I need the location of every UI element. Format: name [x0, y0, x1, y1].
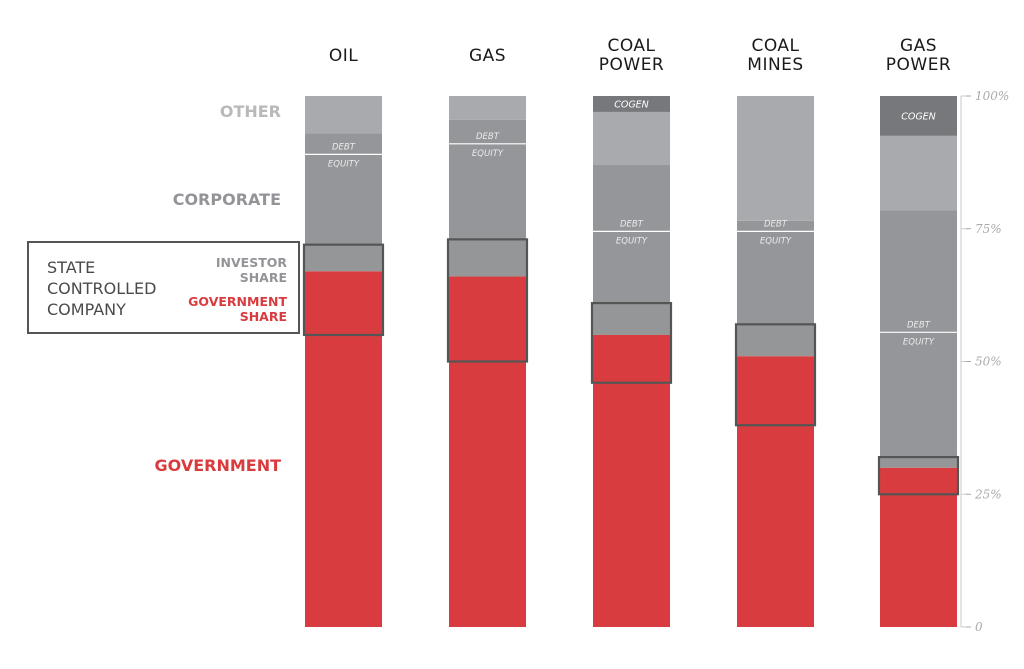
bar-coal-power-other	[593, 111, 670, 166]
scc-line-3: COMPANY	[47, 300, 126, 319]
bar-oil-sc_investor	[305, 244, 382, 272]
bar-coal-mines-corporate	[737, 220, 814, 325]
state-box-layer	[302, 238, 960, 496]
state-controlled-legend-box	[27, 241, 300, 334]
bar-gas-power-government	[880, 467, 957, 627]
column-header-coal-mines-line-1: COAL	[751, 36, 799, 56]
bar-gas-power-corporate	[880, 210, 957, 458]
bar-gas-power-other	[880, 135, 957, 211]
equity-label-gas: EQUITY	[472, 149, 504, 159]
band-legend: OTHER CORPORATE GOVERNMENT STATE CONTROL…	[27, 102, 300, 475]
equity-label-oil: EQUITY	[328, 159, 360, 169]
scc-line-2: CONTROLLED	[47, 279, 156, 298]
debt-label-coal-power: DEBT	[620, 219, 644, 229]
equity-label-coal-power: EQUITY	[616, 236, 648, 246]
bar-coal-power-cogen	[593, 96, 670, 112]
bar-gas-government	[449, 276, 526, 627]
y-tick-label: 75%	[975, 222, 1002, 236]
bar-coal-power-corporate	[593, 165, 670, 304]
bar-oil-corporate	[305, 133, 382, 245]
bar-oil-other	[305, 96, 382, 134]
scc-line-1: STATE	[47, 258, 95, 277]
cogen-label-coal-power: COGEN	[614, 99, 649, 110]
column-header-coal-power-line-1: COAL	[607, 36, 655, 56]
bar-gas-power-sc_investor	[880, 457, 957, 468]
band-label-other: OTHER	[220, 102, 281, 121]
bar-gas-power-cogen	[880, 96, 957, 136]
state-controlled-box-gas-power	[877, 455, 960, 496]
bar-gas-corporate	[449, 119, 526, 240]
bar-coal-power-sc_investor	[593, 303, 670, 335]
state-controlled-box-oil	[302, 243, 385, 337]
column-header-gas-power-line-1: GAS	[900, 36, 937, 56]
bar-coal-mines-other	[737, 96, 814, 221]
column-header-coal-power-line-2: POWER	[599, 55, 665, 75]
y-tick-label: 0	[975, 620, 983, 634]
band-label-corporate: CORPORATE	[173, 190, 281, 209]
debt-label-oil: DEBT	[332, 142, 356, 152]
y-tick-label: 25%	[974, 487, 1002, 501]
state-controlled-box-coal-mines	[734, 323, 817, 427]
investor-share-line-2: SHARE	[240, 270, 287, 285]
y-axis: 100% 75% 50% 25% 0	[960, 89, 1009, 634]
y-tick-label: 50%	[975, 355, 1002, 369]
bar-gas-other	[449, 96, 526, 120]
equity-label-gas-power: EQUITY	[903, 337, 935, 347]
state-controlled-box-gas	[446, 238, 529, 363]
bars-layer: DEBT EQUITY DEBT EQUITY DEBT EQUITY COGEN DEBT E…	[305, 96, 957, 627]
debt-label-coal-mines: DEBT	[764, 219, 788, 229]
bar-coal-mines-government	[737, 356, 814, 627]
y-tick-label: 100%	[975, 89, 1009, 103]
equity-label-coal-mines: EQUITY	[760, 236, 792, 246]
bar-oil-government	[305, 271, 382, 627]
state-controlled-box-coal-power	[590, 301, 673, 384]
government-share-line-1: GOVERNMENT	[188, 294, 287, 309]
debt-label-gas: DEBT	[476, 132, 500, 142]
column-header-coal-mines-line-2: MINES	[747, 55, 803, 75]
bar-coal-mines-sc_investor	[737, 324, 814, 357]
bar-gas-sc_investor	[449, 239, 526, 277]
bar-coal-power-government	[593, 334, 670, 627]
government-share-line-2: SHARE	[240, 309, 287, 324]
debt-label-gas-power: DEBT	[907, 320, 931, 330]
investor-share-line-1: INVESTOR	[216, 255, 287, 270]
column-header-oil-line-1: OIL	[329, 46, 358, 66]
column-header-gas-power-line-2: POWER	[886, 55, 952, 75]
column-header-gas-line-1: GAS	[469, 46, 506, 66]
band-label-government: GOVERNMENT	[155, 456, 282, 475]
cogen-label-gas-power: COGEN	[901, 111, 936, 122]
